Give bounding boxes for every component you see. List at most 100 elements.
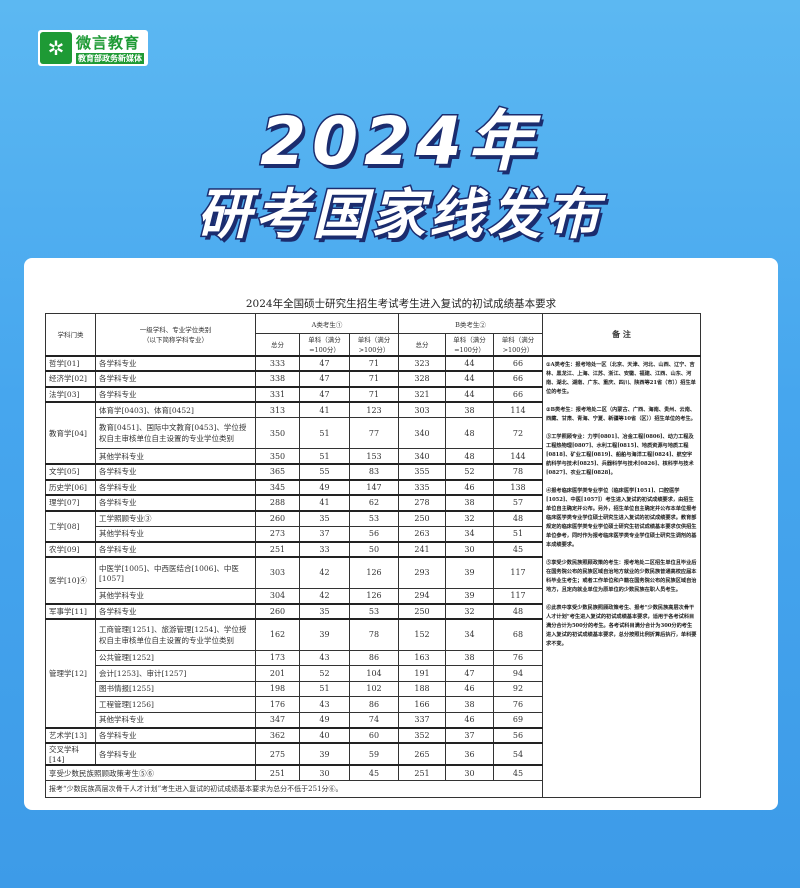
subject-cell: 其他学科专业 — [95, 448, 256, 465]
score-b-single-gt100: 114 — [493, 401, 543, 418]
score-a-single-gt100: 78 — [349, 618, 399, 651]
score-a-single-gt100: 62 — [349, 494, 399, 511]
score-a-single100: 43 — [299, 649, 350, 666]
category-cell: 理学[07] — [45, 494, 96, 511]
note-item: ④报考临床医学类专业学位（临床医学[1051]、口腔医学[1052]、中医[10… — [546, 487, 697, 548]
score-a-single100: 41 — [299, 401, 350, 418]
category-cell: 管理学[12] — [45, 618, 96, 728]
table-row: 其他学科专业 350 51 153 340 48 144 — [46, 448, 701, 465]
score-a-single100: 35 — [299, 602, 350, 620]
category-cell: 农学[09] — [45, 540, 96, 558]
minority-label: 享受少数民族照顾政策考生⑤⑥ — [45, 764, 256, 781]
subject-cell: 各学科专业 — [95, 478, 256, 496]
score-b-single-gt100: 72 — [493, 417, 543, 449]
score-b-total: 340 — [398, 417, 446, 449]
score-b-single100: 46 — [445, 680, 494, 697]
logo: ✲ 微言教育 教育部政务新媒体 — [38, 30, 148, 66]
score-a-single-gt100: 83 — [349, 463, 399, 480]
table-row: 医学[10]④ 中医学[1005]、中西医结合[1006]、中医[1057] 303… — [45, 556, 701, 604]
score-table-card: 2024年全国硕士研究生招生考试考生进入复试的初试成绩基本要求 学科门类 一级学… — [24, 258, 778, 810]
score-b-single100: 44 — [445, 354, 494, 372]
subject-cell: 工商管理[1251]、旅游管理[1254]、学位授权自主审核单位自主设置的专业学… — [95, 618, 256, 651]
score-a-single100: 35 — [299, 509, 350, 527]
score-a-total: 347 — [255, 711, 300, 728]
table-row: 公共管理[1252] 173 43 86 163 38 76 — [46, 649, 701, 666]
score-a-total: 260 — [255, 602, 300, 620]
score-table: 学科门类 一级学科、专业学位类别 （以下简称学科专业） A类考生① B类考生② 备… — [45, 313, 701, 798]
score-a-single100: 43 — [299, 696, 350, 713]
table-row: 会计[1253]、审计[1257] 201 52 104 191 47 94 — [46, 665, 701, 682]
score-a-single100: 49 — [299, 711, 350, 728]
score-a-total: 198 — [255, 680, 300, 697]
score-b-single-gt100: 48 — [493, 509, 543, 527]
score-a-total: 331 — [255, 385, 300, 403]
header-b-single-gt100: 单科（满分>100分） — [493, 333, 543, 356]
score-a-single100: 42 — [299, 587, 350, 604]
score-a-total: 345 — [255, 478, 300, 496]
score-b-single-gt100: 76 — [493, 649, 543, 666]
subject-cell: 各学科专业 — [95, 742, 256, 766]
score-b-single-gt100: 117 — [493, 587, 543, 604]
score-b-total: 188 — [398, 680, 446, 697]
header-a-single100: 单科（满分=100分） — [299, 333, 350, 356]
table-row: 军事学[11] 各学科专业 260 35 53 250 32 48 — [45, 602, 701, 620]
subject-cell: 其他学科专业 — [95, 525, 256, 542]
score-a-total: 313 — [255, 401, 300, 418]
header-b-total: 总分 — [398, 333, 446, 356]
footnote: 报考“少数民族高层次骨干人才计划”考生进入复试的初试成绩基本要求为总分不低于25… — [45, 780, 543, 798]
score-a-total: 288 — [255, 494, 300, 511]
score-b-single100: 32 — [445, 602, 494, 620]
score-b-single-gt100: 51 — [493, 525, 543, 542]
score-b-single100: 32 — [445, 509, 494, 527]
subject-cell: 各学科专业 — [95, 370, 256, 387]
score-a-total: 251 — [255, 540, 300, 558]
score-a-total: 273 — [255, 525, 300, 542]
score-a-single-gt100: 71 — [349, 354, 399, 372]
score-b-single-gt100: 66 — [493, 385, 543, 403]
subject-cell: 各学科专业 — [95, 726, 256, 744]
category-cell: 军事学[11] — [45, 602, 96, 620]
score-a-total: 365 — [255, 463, 300, 480]
score-b-single100: 46 — [445, 711, 494, 728]
score-b-total: 328 — [398, 370, 446, 387]
subject-cell: 图书情报[1255] — [95, 680, 256, 697]
subject-cell: 教育[0451]、国际中文教育[0453]、学位授权自主审核单位自主设置的专业学… — [95, 417, 256, 449]
subject-cell: 工学照顾专业③ — [95, 509, 256, 527]
score-b-single-gt100: 66 — [493, 370, 543, 387]
category-cell: 艺术学[13] — [45, 726, 96, 744]
category-cell: 工学[08] — [45, 509, 96, 542]
table-row: 教育学[04] 体育学[0403]、体育[0452] 313 41 123 303 38 11… — [45, 401, 701, 465]
score-b-single100: 44 — [445, 370, 494, 387]
subject-cell: 工程管理[1256] — [95, 696, 256, 713]
score-b-single100: 48 — [445, 448, 494, 465]
score-b-total: 191 — [398, 665, 446, 682]
score-b-single100: 34 — [445, 525, 494, 542]
score-b-total: 265 — [398, 742, 446, 766]
header-subject: 一级学科、专业学位类别 （以下简称学科专业） — [95, 313, 256, 356]
subject-cell: 公共管理[1252] — [95, 649, 256, 666]
subject-cell: 体育学[0403]、体育[0452] — [95, 401, 256, 418]
score-b-single100: 36 — [445, 742, 494, 766]
score-a-single100: 40 — [299, 726, 350, 744]
header-group-a: A类考生① — [255, 313, 399, 334]
category-cell: 医学[10]④ — [45, 556, 96, 604]
table-row: 哲学[01] 各学科专业 333 47 71 323 44 66 ①A类考生：报考地处一区（北京… — [45, 354, 701, 798]
score-b-single-gt100: 78 — [493, 463, 543, 480]
header-category: 学科门类 — [45, 313, 96, 356]
score-a-single-gt100: 123 — [349, 401, 399, 418]
subject-cell: 会计[1253]、审计[1257] — [95, 665, 256, 682]
score-b-total: 163 — [398, 649, 446, 666]
score-a-single100: 51 — [299, 417, 350, 449]
minority-score-a: 251 — [255, 764, 300, 781]
score-a-single-gt100: 126 — [349, 587, 399, 604]
header-notes: 备 注 — [542, 313, 701, 356]
score-b-total: 241 — [398, 540, 446, 558]
score-a-total: 303 — [255, 556, 300, 589]
score-a-total: 201 — [255, 665, 300, 682]
header-a-total: 总分 — [255, 333, 300, 356]
table-row: 图书情报[1255] 198 51 102 188 46 92 — [46, 680, 701, 697]
score-a-single100: 39 — [299, 618, 350, 651]
score-a-total: 173 — [255, 649, 300, 666]
score-b-single-gt100: 76 — [493, 696, 543, 713]
subject-cell: 各学科专业 — [95, 354, 256, 372]
